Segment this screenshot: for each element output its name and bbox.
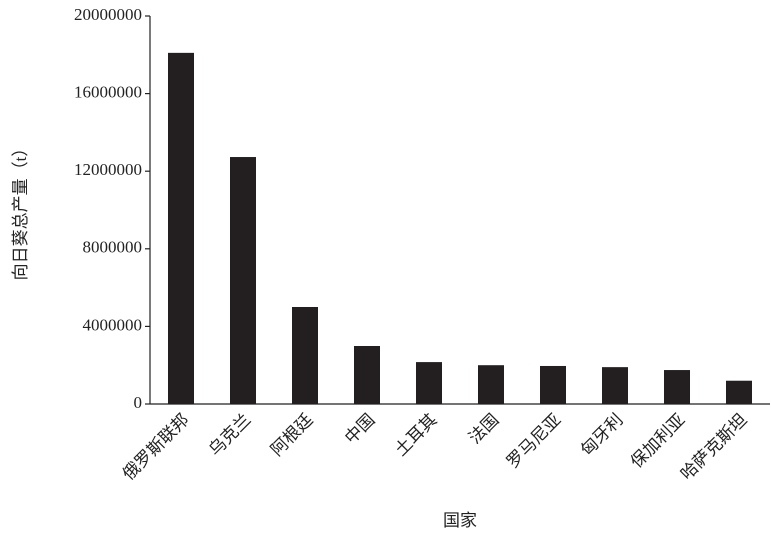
bar [540, 365, 566, 404]
bar [416, 362, 442, 404]
y-tick-label: 0 [134, 393, 143, 412]
x-tick-label: 中国 [341, 410, 378, 447]
bar [602, 367, 628, 404]
y-tick-label: 16000000 [74, 83, 142, 102]
x-tick-label: 法国 [465, 410, 502, 447]
bar [230, 157, 256, 404]
x-axis-title: 国家 [443, 511, 477, 530]
x-tick-label: 罗马尼亚 [503, 410, 565, 472]
y-tick-label: 20000000 [74, 5, 142, 24]
x-tick-label: 俄罗斯联邦 [119, 410, 193, 484]
x-tick-label: 土耳其 [391, 410, 440, 459]
bar [292, 307, 318, 404]
y-tick-label: 12000000 [74, 160, 142, 179]
x-tick-label: 哈萨克斯坦 [677, 410, 751, 484]
x-tick-label: 阿根廷 [267, 410, 316, 459]
bar [726, 380, 752, 404]
bar [664, 370, 690, 404]
y-tick-label: 4000000 [83, 315, 143, 334]
bar [354, 345, 380, 404]
y-tick-label: 8000000 [83, 238, 143, 257]
bar [478, 365, 504, 404]
x-tick-label: 保加利亚 [627, 410, 689, 472]
x-tick-label: 乌克兰 [205, 410, 254, 459]
bar [168, 52, 194, 405]
x-tick-label: 匈牙利 [577, 410, 626, 459]
y-axis-title: 向日葵总产量（t） [11, 140, 30, 281]
